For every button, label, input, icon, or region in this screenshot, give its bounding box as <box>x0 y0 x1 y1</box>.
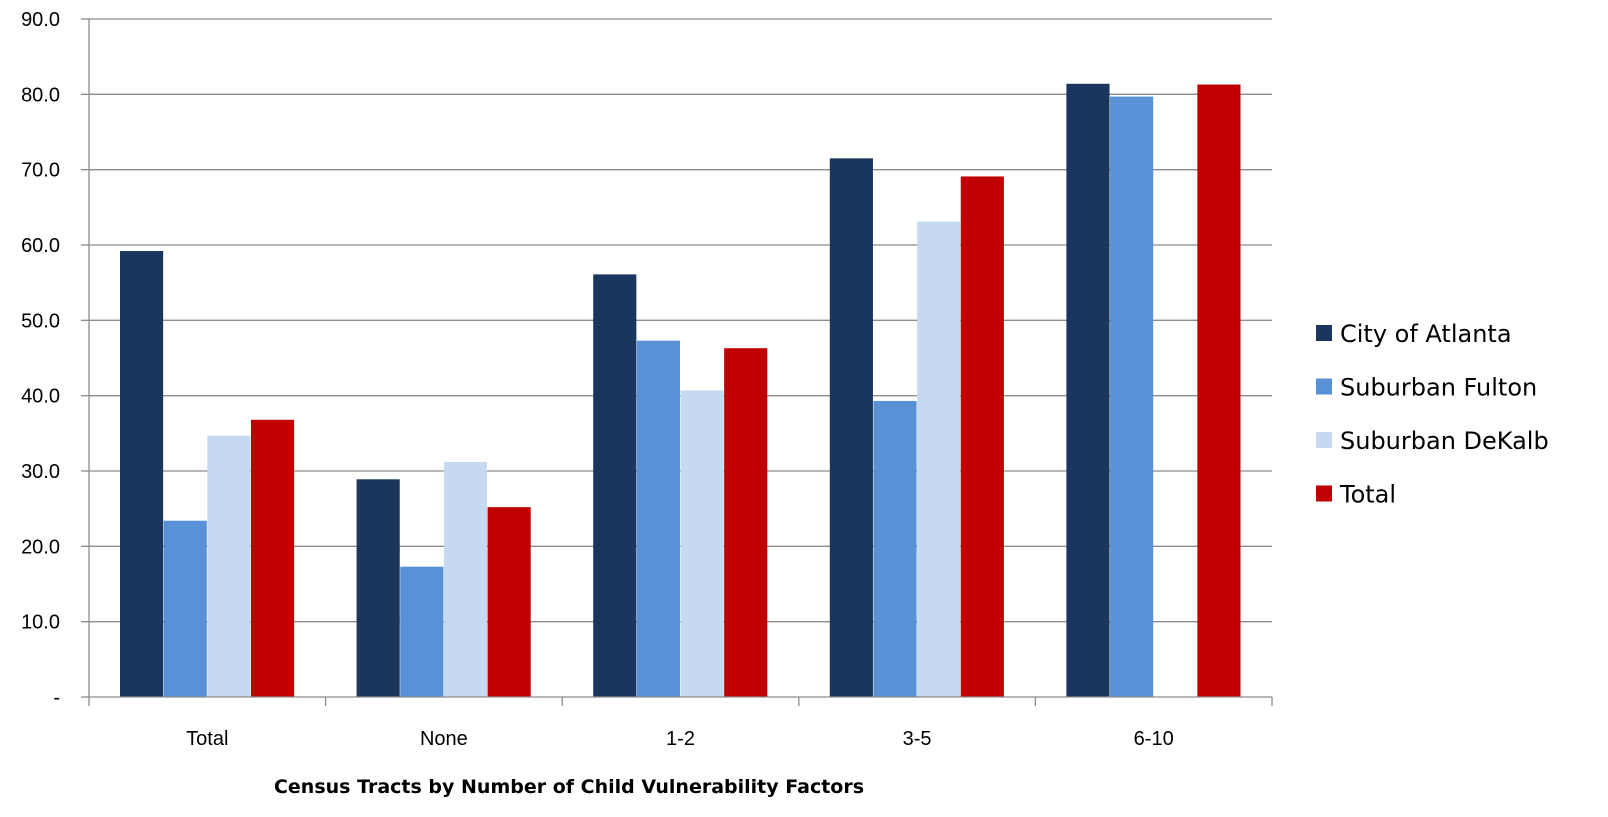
bar-suburban-dekalb-3-5 <box>917 221 961 697</box>
bar-suburban-fulton-1-2 <box>636 340 680 697</box>
bar-suburban-fulton-3-5 <box>873 400 917 697</box>
bar-city-of-atlanta-3-5 <box>829 158 873 697</box>
x-tick-label: None <box>420 728 468 750</box>
bar-total-1-2 <box>724 348 768 697</box>
y-tick-label: 30.0 <box>21 461 60 483</box>
bar-suburban-dekalb-1-2 <box>680 390 724 697</box>
x-tick-label: Total <box>186 728 228 750</box>
x-tick-labels: Total None 1-2 3-5 6-10 <box>186 728 1174 750</box>
y-tick-labels: - 10.0 20.0 30.0 40.0 50.0 60.0 70.0 80.0 90.0 <box>21 9 60 709</box>
bar-suburban-dekalb-total <box>207 435 251 697</box>
y-tick-label: 40.0 <box>21 386 60 408</box>
y-tick-label: 10.0 <box>21 612 60 634</box>
legend-swatch <box>1316 432 1332 448</box>
bar-total-none <box>487 507 531 697</box>
y-tick-label: 50.0 <box>21 310 60 332</box>
legend-swatch <box>1316 485 1332 502</box>
legend: City of Atlanta Suburban Fulton Suburban D… <box>1316 320 1549 509</box>
bar-city-of-atlanta-total <box>120 251 164 697</box>
bar-suburban-dekalb-none <box>443 461 488 697</box>
bar-city-of-atlanta-1-2 <box>593 274 637 697</box>
legend-label: Suburban Fulton <box>1340 374 1537 402</box>
y-tick-label: 20.0 <box>21 536 60 558</box>
legend-label: Suburban DeKalb <box>1340 427 1549 455</box>
bars <box>120 83 1241 698</box>
bar-total-3-5 <box>960 176 1004 698</box>
legend-swatch <box>1316 325 1332 341</box>
bar-suburban-fulton-total <box>163 520 207 697</box>
y-tick-label: 90.0 <box>21 9 60 31</box>
y-tick-label: 80.0 <box>21 84 60 106</box>
y-tick-label: - <box>53 687 60 709</box>
axes <box>81 18 1273 706</box>
x-tick-label: 6-10 <box>1134 728 1174 750</box>
x-axis-title: Census Tracts by Number of Child Vulnera… <box>274 776 864 798</box>
bar-suburban-fulton-none <box>400 566 444 697</box>
bar-city-of-atlanta-none <box>356 479 400 697</box>
bar-city-of-atlanta-6-10 <box>1066 83 1110 697</box>
legend-label: Total <box>1339 481 1396 509</box>
bar-suburban-fulton-6-10 <box>1110 96 1154 698</box>
x-tick-label: 3-5 <box>903 728 932 750</box>
x-tick-label: 1-2 <box>666 728 695 750</box>
legend-label: City of Atlanta <box>1340 320 1512 348</box>
y-tick-label: 60.0 <box>21 235 60 257</box>
y-tick-label: 70.0 <box>21 160 60 182</box>
bar-total-6-10 <box>1197 84 1241 698</box>
bar-total-total <box>250 419 295 697</box>
legend-swatch <box>1316 378 1332 395</box>
